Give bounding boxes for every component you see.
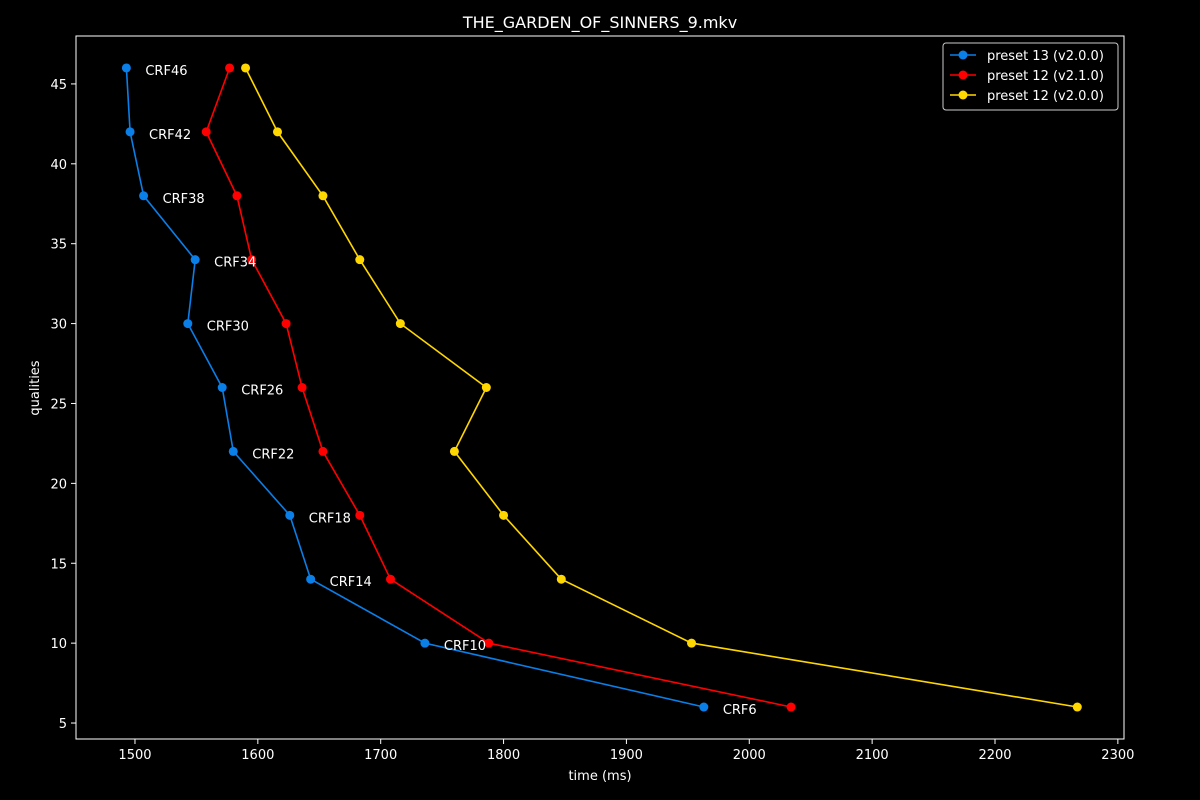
legend-marker — [958, 70, 968, 80]
legend-item: preset 12 (v2.0.0) — [950, 89, 1104, 104]
y-tick-label: 30 — [50, 318, 67, 333]
data-point — [201, 127, 211, 137]
crf-annotation: CRF14 — [330, 575, 372, 590]
legend-label: preset 12 (v2.0.0) — [987, 89, 1104, 104]
data-point — [484, 638, 494, 648]
data-point — [121, 63, 131, 73]
y-tick-label: 35 — [50, 238, 67, 253]
y-tick-label: 25 — [50, 397, 67, 412]
crf-annotation: CRF26 — [241, 384, 283, 399]
data-point — [183, 319, 193, 329]
y-tick-label: 40 — [50, 158, 67, 173]
annotation-layer: CRF6 CRF10 CRF14 CRF18 CRF22 CRF26 CRF30 CRF34 C… — [145, 64, 756, 718]
plot-area-frame — [75, 35, 1125, 740]
x-tick-label: 1600 — [241, 748, 274, 763]
series-line — [125, 67, 704, 708]
data-point — [125, 127, 135, 137]
x-tick-label: 1900 — [610, 748, 643, 763]
chart-title: THE_GARDEN_OF_SINNERS_9.mkv — [462, 13, 737, 33]
series-1 — [121, 63, 709, 712]
data-point — [699, 702, 709, 712]
crf-annotation: CRF46 — [145, 64, 187, 79]
x-tick-label: 2200 — [978, 748, 1011, 763]
data-point — [395, 319, 405, 329]
legend-item: preset 13 (v2.0.0) — [950, 49, 1104, 64]
y-tick-label: 45 — [50, 78, 67, 93]
legend-item: preset 12 (v2.1.0) — [950, 69, 1104, 84]
crf-annotation: CRF34 — [214, 256, 256, 271]
legend-marker — [958, 90, 968, 100]
data-point — [355, 510, 365, 520]
data-point — [217, 383, 227, 392]
x-tick-label: 2300 — [1101, 748, 1134, 763]
data-point — [225, 63, 235, 73]
y-axis-title: qualities — [28, 360, 43, 415]
x-axis: 1500 1600 1700 1800 1900 2000 2100 2200 2300 — [118, 739, 1134, 763]
series-line — [244, 67, 1078, 708]
legend-label: preset 12 (v2.1.0) — [987, 69, 1104, 84]
data-point — [449, 446, 459, 456]
x-tick-label: 2000 — [733, 748, 766, 763]
data-point — [318, 446, 328, 456]
data-point — [306, 574, 316, 584]
crf-annotation: CRF6 — [723, 703, 757, 718]
y-axis: 5 10 15 20 25 30 35 40 45 — [50, 78, 76, 732]
series-2 — [201, 63, 796, 712]
crf-annotation: CRF38 — [163, 192, 205, 207]
x-axis-title: time (ms) — [568, 769, 631, 784]
data-point — [386, 574, 396, 584]
series-layer — [121, 63, 1082, 712]
series-3 — [241, 63, 1082, 712]
data-point — [281, 319, 291, 329]
x-tick-label: 1700 — [364, 748, 397, 763]
data-point — [318, 191, 328, 201]
crf-annotation: CRF18 — [309, 511, 351, 526]
crf-annotation: CRF30 — [207, 320, 249, 335]
data-point — [190, 255, 200, 265]
data-point — [556, 574, 566, 584]
crf-annotation: CRF42 — [149, 128, 191, 143]
x-tick-label: 2100 — [856, 748, 889, 763]
y-tick-label: 5 — [59, 717, 67, 732]
data-point — [355, 255, 365, 265]
crf-annotation: CRF22 — [252, 447, 294, 462]
y-tick-label: 20 — [50, 477, 67, 492]
legend-box — [942, 42, 1119, 111]
y-tick-label: 15 — [50, 557, 67, 572]
legend-marker — [958, 50, 968, 60]
data-point — [272, 127, 282, 137]
data-point — [687, 638, 697, 648]
data-point — [297, 383, 307, 392]
data-point — [786, 702, 796, 712]
data-point — [1072, 702, 1082, 712]
y-tick-label: 10 — [50, 637, 67, 652]
series-line — [205, 67, 792, 708]
data-point — [139, 191, 149, 201]
data-point — [285, 510, 295, 520]
data-point — [232, 191, 242, 201]
data-point — [241, 63, 251, 73]
x-tick-label: 1500 — [118, 748, 151, 763]
data-point — [481, 383, 491, 392]
legend: preset 13 (v2.0.0) preset 12 (v2.1.0) pres… — [942, 42, 1119, 111]
legend-label: preset 13 (v2.0.0) — [987, 49, 1104, 64]
x-tick-label: 1800 — [487, 748, 520, 763]
data-point — [247, 255, 257, 265]
data-point — [420, 638, 430, 648]
data-point — [228, 446, 238, 456]
crf-annotation: CRF10 — [444, 639, 486, 654]
data-point — [499, 510, 509, 520]
